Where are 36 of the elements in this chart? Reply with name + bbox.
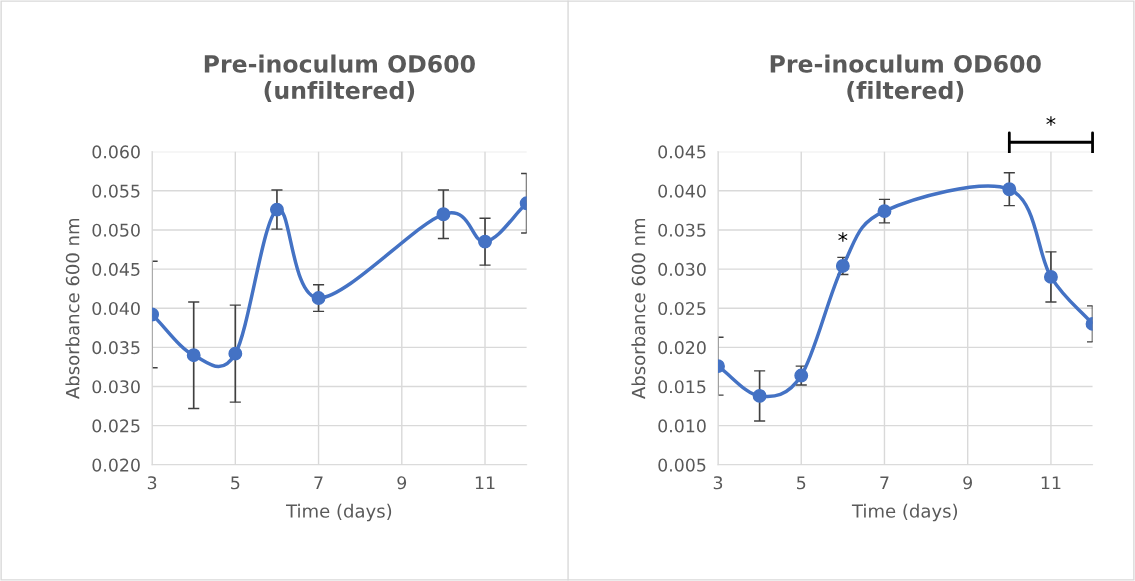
x-tick-label: 7 xyxy=(880,476,889,490)
annotation: * xyxy=(838,232,848,242)
x-tick-label: 3 xyxy=(713,476,723,490)
y-tick-label: 0.005 xyxy=(658,458,706,472)
y-axis-title: Absorbance 600 nm xyxy=(65,218,80,399)
y-tick-label: 0.030 xyxy=(92,380,140,394)
text: * xyxy=(1046,116,1056,126)
y-tick-label: 0.050 xyxy=(92,223,140,237)
y-tick-label: 0.060 xyxy=(92,145,140,159)
y-tick-label: 0.035 xyxy=(658,223,706,237)
x-tick-label: 9 xyxy=(963,476,972,490)
x-axis-title: Time (days) xyxy=(286,503,392,522)
y-tick-label: 0.045 xyxy=(92,262,140,276)
x-tick-label: 7 xyxy=(314,476,323,490)
x-tick-label: 11 xyxy=(1041,476,1061,490)
y-tick-label: 0.055 xyxy=(92,184,140,198)
y-tick-label: 0.010 xyxy=(658,419,706,433)
y-tick-label: 0.045 xyxy=(658,145,706,159)
y-tick-label: 0.040 xyxy=(658,184,706,198)
y-tick-label: 0.025 xyxy=(92,419,140,433)
y-tick-label: 0.040 xyxy=(92,301,140,316)
x-tick-label: 5 xyxy=(797,476,806,490)
x-tick-label: 11 xyxy=(475,476,495,490)
x-tick-label: 5 xyxy=(231,476,240,490)
y-tick-label: 0.030 xyxy=(658,262,706,276)
y-tick-label: 0.035 xyxy=(92,341,140,355)
x-tick-label: 3 xyxy=(147,476,157,490)
x-axis-title: Time (days) xyxy=(851,503,958,522)
y-tick-label: 0.015 xyxy=(658,380,706,394)
y-tick-label: 0.025 xyxy=(658,301,706,316)
y-axis-title: Absorbance 600 nm xyxy=(631,218,646,399)
chart-title: Pre-inoculum OD600 (unfiltered) xyxy=(204,54,475,102)
x-tick-label: 9 xyxy=(397,476,407,490)
y-tick-label: 0.020 xyxy=(92,458,140,472)
y-tick-label: 0.020 xyxy=(658,341,706,355)
chart-title: Pre-inoculum OD600 (filtered) xyxy=(770,54,1041,102)
